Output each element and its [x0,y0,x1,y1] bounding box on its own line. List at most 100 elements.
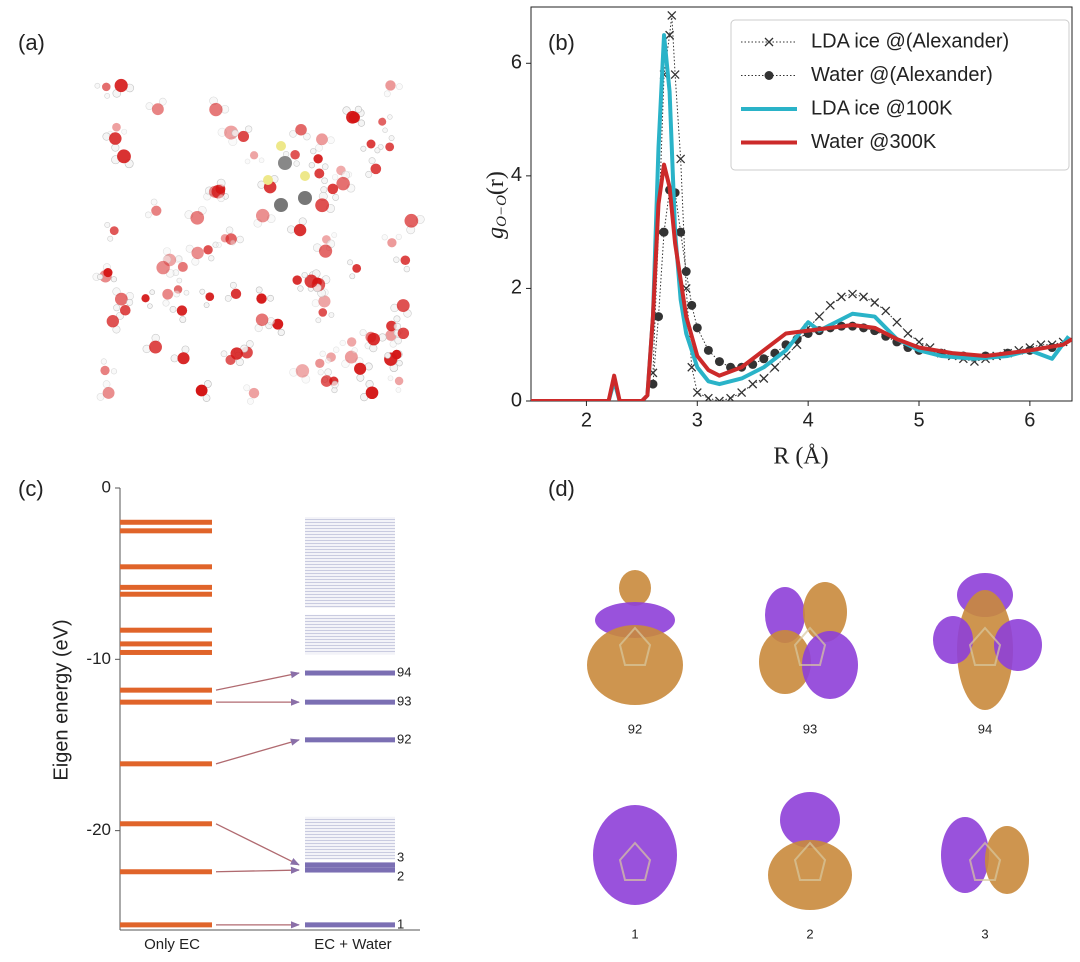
hydrogen [351,347,358,354]
oxygen [370,163,382,175]
orbital-lobe [765,587,805,643]
molecule-frame [618,841,652,881]
hydrogen [333,346,340,353]
dot-marker [659,227,669,237]
oxygen [348,111,360,123]
hydrogen [289,130,297,138]
x-marker [836,292,846,302]
hydrogen [356,373,365,382]
x-tick-label: EC + Water [314,936,391,953]
dot-marker [714,357,724,367]
energy-level [120,627,212,633]
hydrogen [212,241,219,248]
hydrogen [327,136,335,145]
oxygen [156,260,170,275]
hydrogen [393,256,400,263]
orbital-label: 3 [981,926,988,941]
hydrogen [204,380,212,388]
oxygen [292,275,302,285]
hydrogen [169,305,177,313]
hydrogen [403,265,411,273]
orbital-lobe [768,840,852,910]
energy-level [120,564,212,570]
carbon [298,191,312,205]
oxygen [177,352,190,365]
oxygen [336,176,350,191]
oxygen [103,267,113,278]
molecule-snapshot [92,78,425,405]
orbital-lobe [803,582,847,642]
hydrogen [121,128,128,135]
hydrogen [104,221,111,228]
hydrogen [320,186,328,194]
hydrogen [267,294,274,302]
legend-label: Water @300K [811,131,937,153]
energy-level [305,737,395,743]
hydrogen [107,235,114,242]
level-band [305,517,395,608]
level-band [305,816,395,860]
y-tick-label: 0 [511,389,522,411]
orbital-lobe [941,817,989,893]
orbital-lobe [957,590,1013,710]
legend-box [730,19,1070,171]
panel-label: (d) [548,476,575,501]
oxygen [208,185,221,198]
legend-label: Water @(Alexander) [811,64,993,86]
y-tick-label: 4 [511,164,522,186]
energy-level [305,670,395,676]
x-marker [667,10,677,20]
series-line [652,189,1053,385]
energy-level [120,761,212,767]
hydrogen [158,97,167,106]
hydrogen [253,218,263,228]
level-label: 1 [397,916,404,931]
oxygen [151,103,164,116]
dot-marker [703,345,713,355]
hydrogen [332,193,340,201]
hydrogen [293,160,300,167]
oxygen [209,102,223,117]
hydrogen [230,239,236,246]
panel-label: (b) [548,30,575,55]
series-line [531,162,1072,401]
x-marker [881,306,891,316]
oxygen [295,364,310,378]
carbon [274,198,288,212]
oxygen [203,245,213,255]
hydrogen [349,273,356,280]
oxygen [394,376,404,386]
hydrogen [331,174,339,181]
oxygen [314,168,325,179]
hydrogen [324,368,332,376]
oxygen [149,340,162,354]
hydrogen [394,336,402,345]
hydrogen [347,259,353,266]
hydrogen [374,147,381,154]
x-marker [859,292,869,302]
oxygen [106,315,119,328]
x-tick-label: 6 [1024,409,1035,431]
hydrogen [245,125,253,133]
y-tick-label: -20 [86,820,111,839]
legend-marker [764,37,774,47]
x-marker [715,396,724,401]
hydrogen [396,359,403,367]
energy-level [120,869,212,875]
oxygen [195,384,208,397]
oxygen [404,213,419,228]
hydrogen [150,198,158,206]
oxygen [109,226,119,236]
energy-level [120,649,212,655]
hydrogen [111,143,120,152]
molecule-frame [793,626,827,666]
x-axis-label: R (Å) [773,444,828,470]
hydrogen [315,143,323,152]
orbital-lobe [802,631,858,699]
hydrogen [321,177,328,185]
oxygen [230,288,242,300]
hydrogen [176,277,183,284]
oxygen [396,299,410,312]
hydrogen [217,127,227,137]
